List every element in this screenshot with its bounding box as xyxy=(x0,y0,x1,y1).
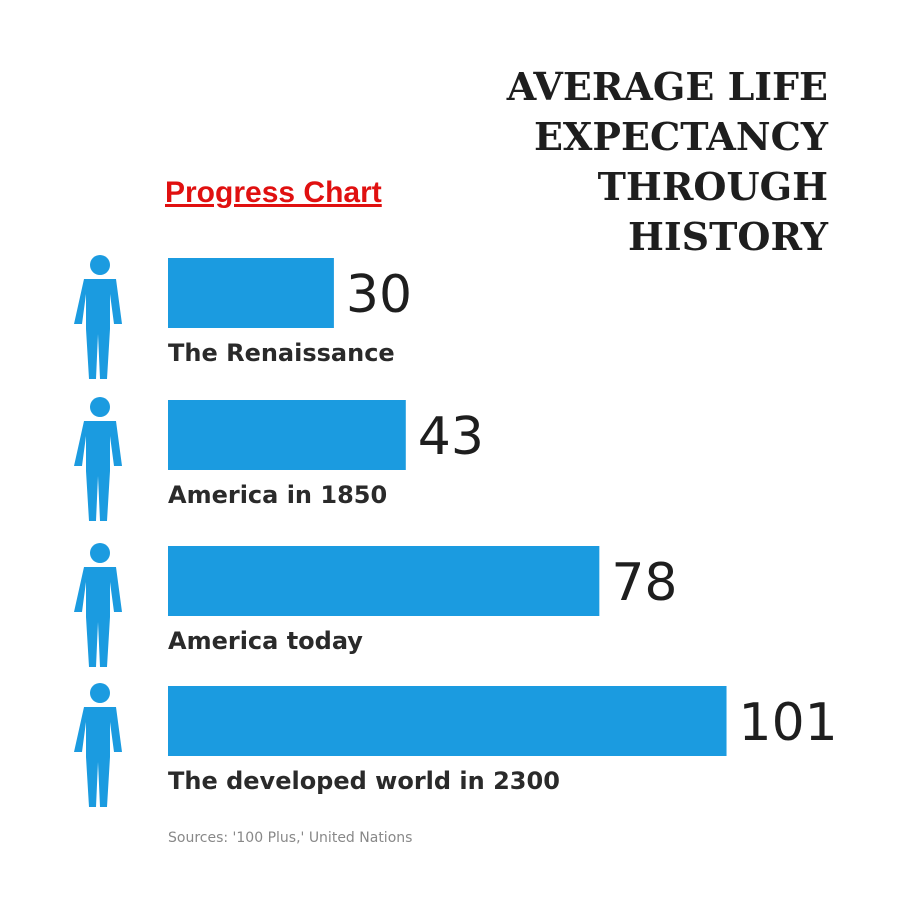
person-icon xyxy=(90,397,110,417)
person-icon xyxy=(74,279,122,379)
person-icon xyxy=(74,707,122,807)
source: Sources: '100 Plus,' United Nations xyxy=(168,830,412,846)
bar xyxy=(168,686,727,756)
category-label: The Renaissance xyxy=(168,339,395,367)
person-icon xyxy=(90,543,110,563)
chart-label: Progress Chart xyxy=(165,176,382,209)
person-icon xyxy=(74,567,122,667)
bar xyxy=(168,258,334,328)
bar xyxy=(168,400,406,470)
chart-title: AVERAGE LIFE EXPECTANCY THROUGH HISTORY xyxy=(506,64,828,259)
value-label: 43 xyxy=(418,407,484,467)
category-label: America today xyxy=(168,627,363,655)
value-label: 101 xyxy=(739,693,838,753)
category-label: America in 1850 xyxy=(168,481,387,509)
category-label: The developed world in 2300 xyxy=(168,767,560,795)
person-icon xyxy=(90,683,110,703)
person-icon xyxy=(90,255,110,275)
bar xyxy=(168,546,600,616)
value-label: 78 xyxy=(611,553,677,613)
person-icon xyxy=(74,421,122,521)
value-label: 30 xyxy=(346,265,412,325)
